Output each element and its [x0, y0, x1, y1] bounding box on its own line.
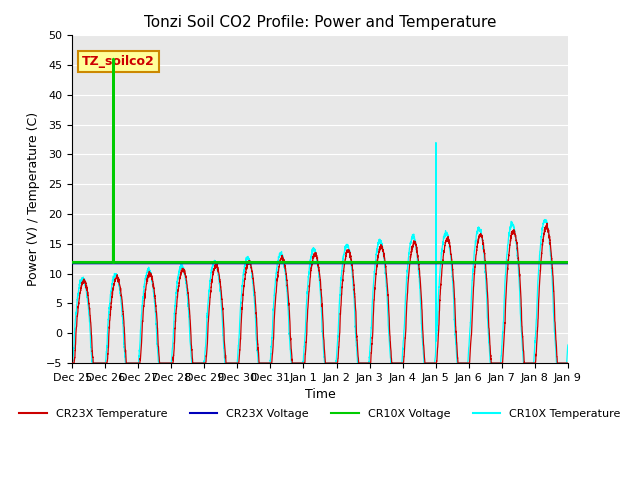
CR10X Temperature [175, 272, 182, 277]
CR10X Voltage [207, 260, 214, 265]
CR23X Voltage [368, 260, 376, 266]
CR10X Voltage [175, 260, 182, 265]
CR10X Temperature [517, 321, 525, 326]
CR23X Voltage [564, 260, 572, 266]
CR10X Temperature [432, 140, 440, 145]
X-axis label: Time: Time [305, 388, 335, 401]
CR23X Temperature [68, 360, 76, 366]
CR23X Voltage [517, 260, 525, 266]
CR10X Voltage [377, 260, 385, 265]
CR23X Voltage [175, 260, 182, 266]
CR10X Voltage [517, 260, 525, 265]
CR23X Temperature [207, 289, 214, 295]
CR23X Temperature [377, 243, 385, 249]
Legend: CR23X Temperature, CR23X Voltage, CR10X Voltage, CR10X Temperature: CR23X Temperature, CR23X Voltage, CR10X … [15, 404, 625, 423]
CR23X Temperature [543, 220, 551, 226]
Y-axis label: Power (V) / Temperature (C): Power (V) / Temperature (C) [28, 112, 40, 286]
CR23X Temperature [368, 341, 376, 347]
CR10X Voltage [564, 260, 572, 265]
CR10X Voltage [68, 260, 76, 265]
CR10X Temperature [368, 313, 376, 319]
CR10X Temperature [377, 238, 385, 244]
CR10X Temperature [68, 360, 76, 366]
CR10X Temperature [564, 342, 572, 348]
Line: CR23X Temperature: CR23X Temperature [72, 223, 568, 363]
CR10X Temperature [207, 276, 214, 281]
CR23X Voltage [564, 260, 572, 266]
CR23X Voltage [68, 260, 76, 266]
CR23X Temperature [564, 360, 572, 366]
Line: CR10X Voltage: CR10X Voltage [72, 59, 568, 263]
CR23X Temperature [175, 286, 182, 291]
CR10X Voltage [564, 260, 572, 265]
CR23X Temperature [517, 292, 525, 298]
CR10X Temperature [564, 345, 572, 351]
CR23X Temperature [564, 360, 572, 366]
Line: CR10X Temperature: CR10X Temperature [72, 143, 568, 363]
CR23X Voltage [207, 260, 214, 266]
Text: TZ_soilco2: TZ_soilco2 [82, 55, 155, 68]
Title: Tonzi Soil CO2 Profile: Power and Temperature: Tonzi Soil CO2 Profile: Power and Temper… [144, 15, 496, 30]
CR23X Voltage [377, 260, 385, 266]
CR10X Voltage [368, 260, 376, 265]
CR10X Voltage [109, 56, 117, 62]
